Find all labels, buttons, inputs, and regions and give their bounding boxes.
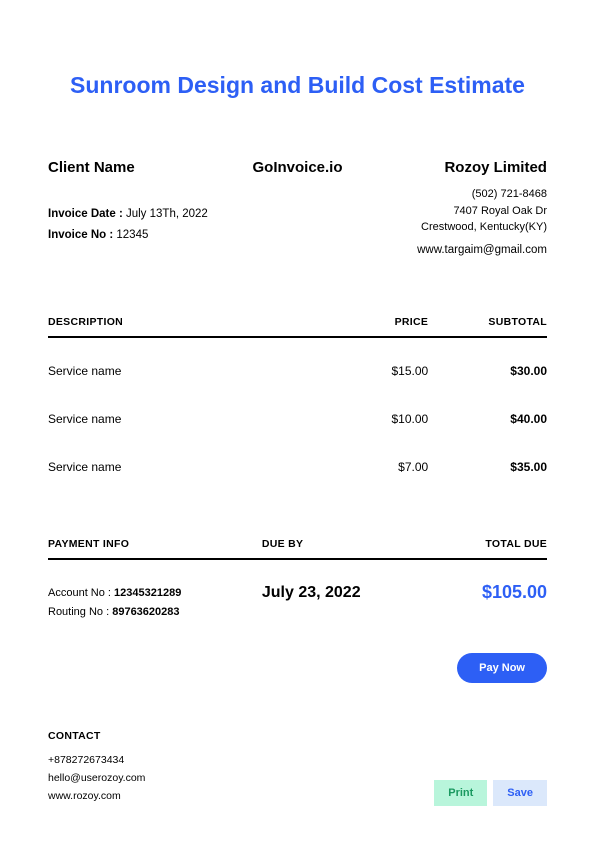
routing-value: 89763620283 [109,606,179,618]
item-price: $10.00 [309,412,428,426]
invoice-date-value: July 13Th, 2022 [123,208,208,220]
contact-block: CONTACT +878272673434 hello@userozoy.com… [48,730,145,806]
company-block: Rozoy Limited (502) 721-8468 7407 Royal … [381,159,547,256]
invoice-meta: Invoice Date : July 13Th, 2022 Invoice N… [48,204,214,245]
col-subtotal: SUBTOTAL [428,316,547,328]
paynow-row: Pay Now [48,653,547,683]
invoice-date-row: Invoice Date : July 13Th, 2022 [48,204,214,225]
company-address: (502) 721-8468 7407 Royal Oak Dr Crestwo… [381,186,547,236]
item-subtotal: $30.00 [428,364,547,378]
page-title: Sunroom Design and Build Cost Estimate [48,0,547,159]
pay-now-button[interactable]: Pay Now [457,653,547,683]
print-button[interactable]: Print [434,780,487,806]
account-row: Account No : 12345321289 [48,584,262,604]
invoice-date-label: Invoice Date : [48,208,123,220]
contact-web: www.rozoy.com [48,788,145,806]
contact-email: hello@userozoy.com [48,770,145,788]
invoice-no-label: Invoice No : [48,229,113,241]
header: Client Name Invoice Date : July 13Th, 20… [48,159,547,256]
item-price: $15.00 [309,364,428,378]
table-row: Service name $15.00 $30.00 [48,354,547,402]
company-city: Crestwood, Kentucky(KY) [381,219,547,236]
contact-details: +878272673434 hello@userozoy.com www.roz… [48,752,145,806]
item-desc: Service name [48,364,309,378]
total-due: $105.00 [404,580,547,603]
payment-block: PAYMENT INFO DUE BY TOTAL DUE Account No… [48,538,547,684]
total-due-header: TOTAL DUE [404,538,547,550]
brand-name: GoInvoice.io [214,159,380,176]
item-desc: Service name [48,412,309,426]
item-subtotal: $40.00 [428,412,547,426]
col-description: DESCRIPTION [48,316,309,328]
company-name: Rozoy Limited [381,159,547,176]
brand-block: GoInvoice.io [214,159,380,176]
account-label: Account No : [48,587,111,599]
due-by-header: DUE BY [262,538,405,550]
item-price: $7.00 [309,460,428,474]
actions: Print Save [434,780,547,806]
payment-info: Account No : 12345321289 Routing No : 89… [48,580,262,624]
table-row: Service name $7.00 $35.00 [48,450,547,498]
company-street: 7407 Royal Oak Dr [381,203,547,220]
account-value: 12345321289 [111,587,181,599]
routing-label: Routing No : [48,606,109,618]
item-subtotal: $35.00 [428,460,547,474]
company-email: www.targaim@gmail.com [381,244,547,256]
item-desc: Service name [48,460,309,474]
invoice-no-row: Invoice No : 12345 [48,225,214,246]
col-price: PRICE [309,316,428,328]
client-block: Client Name Invoice Date : July 13Th, 20… [48,159,214,245]
payment-body: Account No : 12345321289 Routing No : 89… [48,580,547,624]
table-row: Service name $10.00 $40.00 [48,402,547,450]
save-button[interactable]: Save [493,780,547,806]
invoice-no-value: 12345 [113,229,148,241]
company-phone: (502) 721-8468 [381,186,547,203]
due-date: July 23, 2022 [262,580,405,602]
contact-heading: CONTACT [48,730,145,742]
payment-info-header: PAYMENT INFO [48,538,262,550]
routing-row: Routing No : 89763620283 [48,603,262,623]
items-header: DESCRIPTION PRICE SUBTOTAL [48,316,547,338]
footer: CONTACT +878272673434 hello@userozoy.com… [48,730,547,806]
payment-header: PAYMENT INFO DUE BY TOTAL DUE [48,538,547,560]
client-heading: Client Name [48,159,214,176]
contact-phone: +878272673434 [48,752,145,770]
